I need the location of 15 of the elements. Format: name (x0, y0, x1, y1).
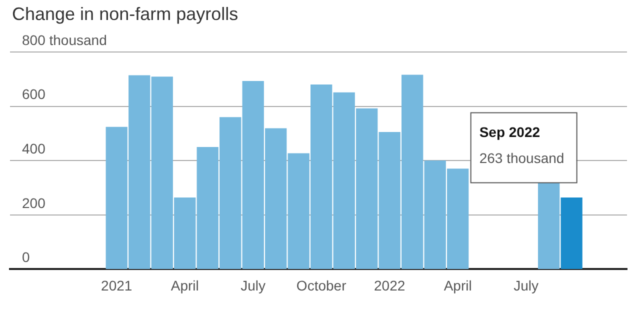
x-tick-label: July (240, 277, 266, 294)
x-tick-label: 2022 (374, 277, 406, 294)
y-tick-label: 200 (22, 194, 46, 211)
annotation: Sep 2022 (479, 124, 540, 140)
y-tick-label: 600 (22, 86, 46, 102)
x-tick-label: July (514, 277, 539, 294)
x-tick-label: April (444, 277, 472, 294)
x-tick-label: April (170, 277, 199, 294)
y-tick-label: 400 (22, 140, 46, 156)
y-tick-label: 800 thousand (22, 32, 107, 48)
y-tick-label: 0 (22, 249, 30, 266)
chart-title: Change in non-farm payrolls (12, 4, 238, 25)
annotation: 263 thousand (479, 150, 564, 166)
x-tick-label: October (296, 277, 347, 294)
x-tick-label: 2021 (101, 277, 132, 294)
